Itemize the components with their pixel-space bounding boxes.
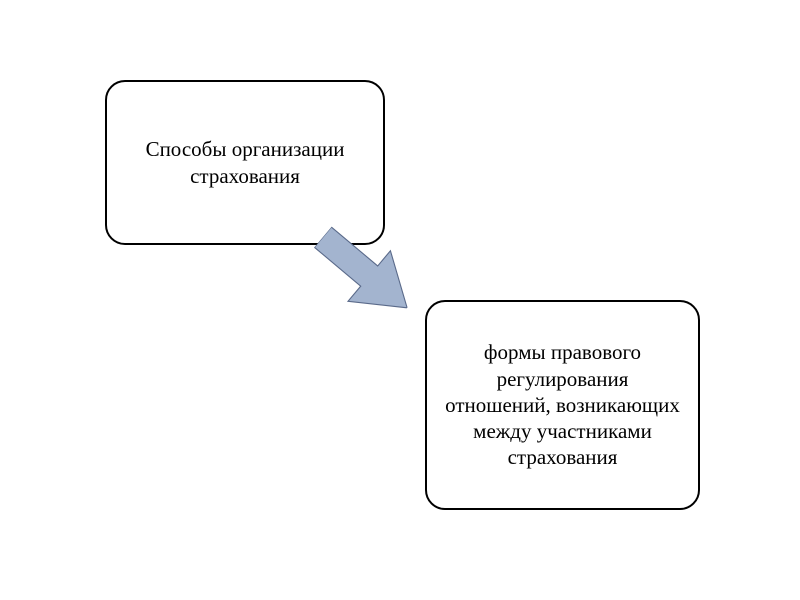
diagram-box-2-label: формы правового регулирования отношений,…: [445, 339, 680, 470]
diagram-box-2: формы правового регулирования отношений,…: [425, 300, 700, 510]
diagram-box-1-label: Способы организации страхования: [125, 136, 365, 189]
